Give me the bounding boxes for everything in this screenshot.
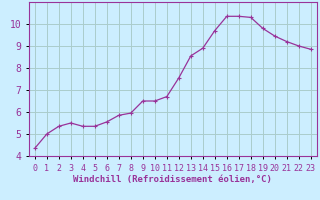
X-axis label: Windchill (Refroidissement éolien,°C): Windchill (Refroidissement éolien,°C): [73, 175, 272, 184]
